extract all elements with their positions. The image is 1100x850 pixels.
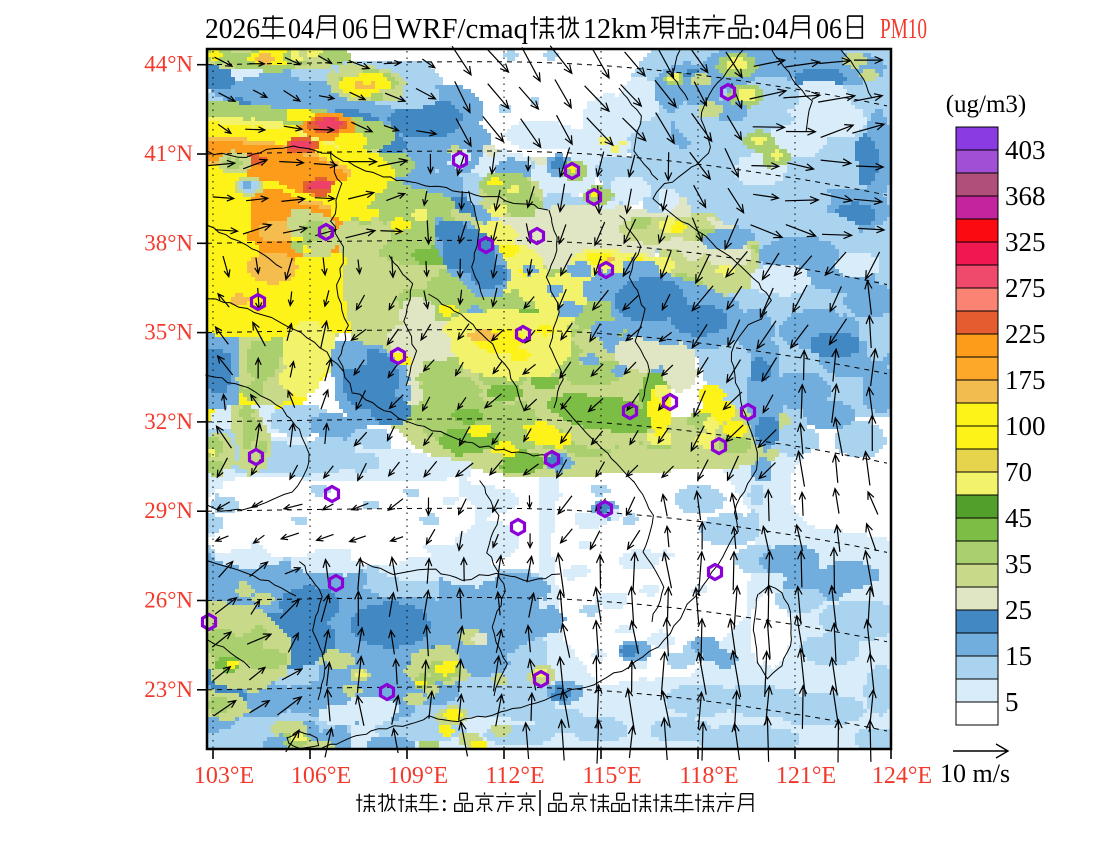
svg-text:06: 06: [816, 14, 842, 45]
svg-text:118°E: 118°E: [679, 763, 738, 789]
svg-text:29°N: 29°N: [144, 498, 193, 523]
svg-text:106°E: 106°E: [291, 763, 351, 789]
svg-text:25: 25: [1005, 595, 1032, 625]
svg-text:35°N: 35°N: [144, 320, 193, 345]
svg-text:38°N: 38°N: [144, 230, 193, 255]
svg-text:32°N: 32°N: [144, 409, 193, 434]
svg-text:15: 15: [1005, 641, 1032, 671]
svg-text:45: 45: [1005, 503, 1032, 533]
svg-text:275: 275: [1005, 273, 1046, 303]
svg-text:23°N: 23°N: [144, 677, 193, 702]
svg-text:WRF/cmaq: WRF/cmaq: [395, 14, 528, 45]
svg-text:PM10: PM10: [880, 14, 927, 45]
svg-text:103°E: 103°E: [194, 763, 254, 789]
svg-text:2026: 2026: [205, 14, 260, 45]
svg-text:325: 325: [1005, 227, 1046, 257]
svg-text:121°E: 121°E: [776, 763, 836, 789]
svg-text:112°E: 112°E: [485, 763, 544, 789]
svg-text:10 m/s: 10 m/s: [940, 759, 1010, 788]
svg-text:403: 403: [1005, 135, 1046, 165]
svg-text:100: 100: [1005, 411, 1046, 441]
svg-text:12km: 12km: [583, 14, 647, 45]
svg-text:(ug/m3): (ug/m3): [946, 91, 1027, 118]
svg-text:04: 04: [762, 14, 788, 45]
svg-text:124°E: 124°E: [872, 763, 932, 789]
svg-text:109°E: 109°E: [388, 763, 448, 789]
svg-text:41°N: 41°N: [144, 141, 193, 166]
svg-text:115°E: 115°E: [582, 763, 641, 789]
svg-text:175: 175: [1005, 365, 1046, 395]
svg-text:35: 35: [1005, 549, 1032, 579]
svg-text::: :: [441, 791, 448, 817]
svg-text:5: 5: [1005, 687, 1019, 717]
svg-text:06: 06: [342, 14, 368, 45]
svg-text:26°N: 26°N: [144, 588, 193, 613]
svg-text:70: 70: [1005, 457, 1032, 487]
svg-text::: :: [753, 14, 761, 45]
svg-text:04: 04: [288, 14, 314, 45]
svg-text:225: 225: [1005, 319, 1046, 349]
svg-text:44°N: 44°N: [144, 52, 193, 77]
svg-text:368: 368: [1005, 181, 1046, 211]
